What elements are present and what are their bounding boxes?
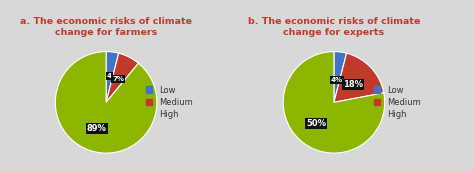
Text: 7%: 7% (112, 76, 124, 82)
Text: 4: 4 (107, 73, 112, 79)
Wedge shape (106, 52, 118, 102)
Text: 89%: 89% (87, 124, 107, 133)
Wedge shape (334, 53, 384, 102)
Wedge shape (106, 53, 138, 102)
Title: a. The economic risks of climate
change for farmers: a. The economic risks of climate change … (20, 17, 192, 37)
Text: 18%: 18% (343, 80, 363, 89)
Legend: Low, Medium, High: Low, Medium, High (374, 85, 421, 119)
Text: 50%: 50% (306, 119, 326, 128)
Title: b. The economic risks of climate
change for experts: b. The economic risks of climate change … (248, 17, 420, 37)
Wedge shape (283, 52, 385, 153)
Text: 4%: 4% (331, 77, 343, 83)
Wedge shape (334, 52, 346, 102)
Legend: Low, Medium, High: Low, Medium, High (146, 85, 193, 119)
Wedge shape (55, 52, 157, 153)
